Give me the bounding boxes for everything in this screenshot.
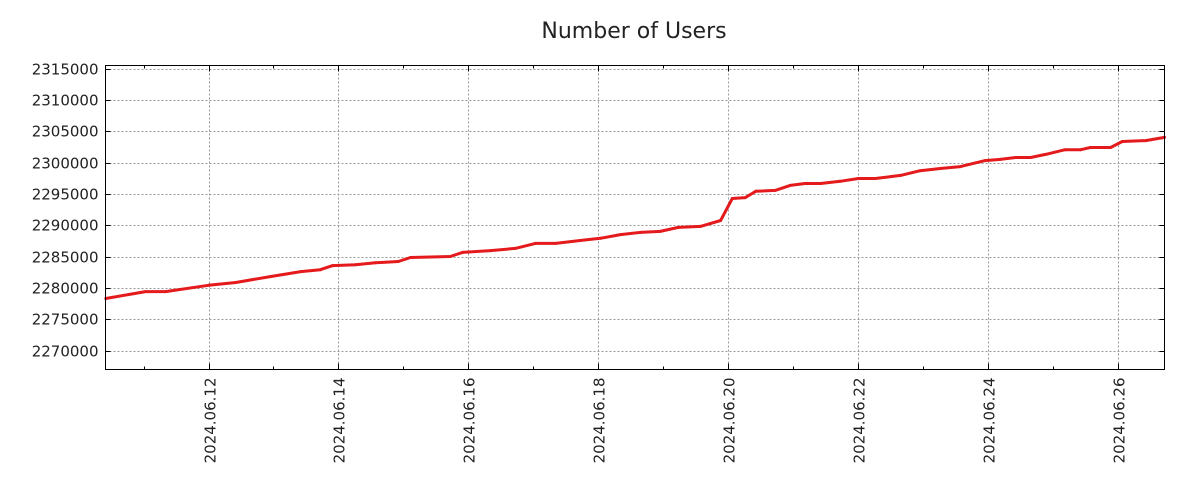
y-tick-label: 2280000 — [32, 280, 99, 298]
x-tick-label: 2024.06.16 — [461, 378, 479, 464]
data-point — [639, 230, 643, 234]
data-point — [533, 241, 537, 245]
data-point — [819, 182, 823, 185]
data-point — [461, 250, 465, 254]
data-point — [803, 182, 807, 185]
data-point — [374, 261, 377, 265]
data-point — [144, 290, 147, 294]
x-tick-label: 2024.06.22 — [851, 378, 869, 464]
grid — [105, 65, 1165, 370]
data-point — [1079, 148, 1083, 152]
x-tick-label: 2024.06.18 — [591, 378, 609, 464]
data-point — [788, 183, 792, 187]
data-point — [1088, 146, 1092, 149]
x-tick-label: 2024.06.14 — [331, 378, 349, 464]
y-tick-label: 2270000 — [32, 343, 99, 361]
data-point — [1144, 139, 1148, 143]
data-point — [1063, 148, 1067, 152]
y-tick-label: 2275000 — [32, 311, 99, 329]
data-point — [268, 275, 272, 279]
data-point — [998, 157, 1002, 161]
data-point — [299, 270, 303, 274]
axis-ticks — [105, 65, 1165, 370]
x-axis-labels: 2024.06.12 2024.06.14 2024.06.16 2024.06.18… — [202, 378, 1129, 464]
y-tick-label: 2305000 — [32, 123, 99, 141]
y-tick-label: 2290000 — [32, 217, 99, 235]
data-point — [983, 159, 987, 163]
x-tick-label: 2024.06.24 — [981, 378, 999, 464]
data-point — [856, 177, 860, 180]
x-tick-label: 2024.06.12 — [202, 378, 220, 464]
plot-frame — [105, 65, 1165, 370]
series-points — [104, 135, 1166, 300]
data-point — [658, 229, 662, 233]
data-point — [396, 260, 400, 263]
data-point — [1029, 156, 1033, 159]
data-point — [513, 246, 517, 250]
data-point — [1044, 152, 1048, 156]
data-point — [873, 177, 877, 180]
data-point — [1014, 156, 1018, 159]
y-tick-label: 2315000 — [32, 61, 99, 79]
series-line-number-of-users — [105, 135, 1165, 300]
y-tick-label: 2310000 — [32, 92, 99, 110]
data-point — [598, 236, 602, 240]
data-point — [899, 173, 903, 177]
data-point — [331, 264, 335, 268]
y-tick-label: 2285000 — [32, 249, 99, 267]
x-tick-label: 2024.06.26 — [1111, 378, 1129, 464]
data-point — [578, 239, 582, 242]
data-point — [234, 281, 238, 284]
data-point — [448, 255, 452, 258]
data-point — [676, 225, 680, 229]
data-point — [743, 196, 747, 200]
y-axis-labels: 2270000 2275000 2280000 2285000 2290000 22950… — [32, 61, 99, 361]
data-point — [1109, 146, 1113, 149]
data-point — [409, 256, 413, 259]
data-point — [1120, 140, 1124, 143]
y-tick-label: 2300000 — [32, 155, 99, 173]
data-point — [730, 197, 734, 200]
chart-title: Number of Users — [541, 19, 726, 44]
data-point — [699, 224, 702, 228]
data-point — [164, 290, 168, 294]
data-point — [918, 169, 922, 173]
data-point — [958, 165, 962, 169]
data-point — [207, 283, 210, 287]
data-point — [719, 219, 723, 222]
data-point — [353, 263, 357, 267]
x-tick-label: 2024.06.20 — [721, 378, 739, 464]
data-point — [938, 167, 942, 170]
data-point — [554, 241, 558, 245]
data-point — [838, 179, 842, 183]
y-tick-label: 2295000 — [32, 186, 99, 204]
data-point — [489, 249, 493, 253]
data-point — [619, 233, 622, 237]
data-point — [754, 189, 758, 193]
data-point — [318, 268, 322, 272]
data-point — [773, 188, 777, 192]
